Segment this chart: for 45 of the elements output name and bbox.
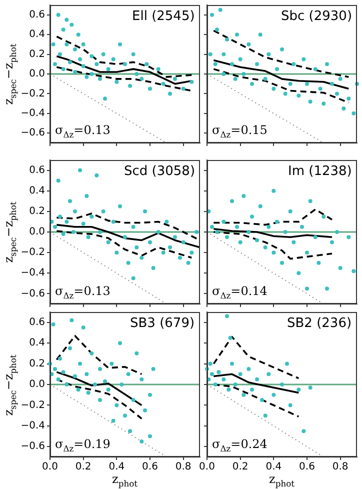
y-tick-label: −0.4	[20, 268, 45, 279]
x-tick-label: 0.8	[175, 462, 192, 473]
chart-title: Scd (3058)	[124, 164, 196, 179]
y-tick-label: 0.6	[29, 9, 45, 20]
annotation: σ$_{Δz}$=0.13	[55, 123, 110, 140]
x-tick-label: 0.0	[199, 462, 215, 473]
y-tick-label: −0.2	[20, 400, 45, 411]
chart-title: Ell (2545)	[132, 9, 195, 24]
x-axis-title: z$_{phot}$	[269, 472, 294, 489]
y-tick-label: 0.0	[29, 226, 45, 238]
chart-title: SB3 (679)	[130, 316, 195, 331]
x-axis-title: z$_{phot}$	[112, 472, 138, 489]
x-tick-label: 0.2	[232, 462, 248, 473]
y-tick-label: −0.2	[20, 247, 45, 258]
annotation: σ$_{Δz}$=0.15	[212, 123, 268, 140]
x-tick-label: 0.4	[108, 462, 125, 473]
y-tick-label: 0.6	[29, 164, 45, 176]
y-tick-label: 0.0	[29, 68, 45, 80]
x-tick-label: 0.2	[75, 462, 92, 473]
y-tick-label: 0.4	[29, 338, 45, 349]
x-tick-label: 0.6	[299, 462, 315, 473]
x-tick-label: 0.0	[42, 462, 58, 473]
y-tick-label: 0.4	[29, 29, 45, 40]
annotation: σ$_{Δz}$=0.24	[212, 437, 268, 454]
y-tick-label: −0.4	[20, 420, 45, 432]
y-tick-label: −0.4	[20, 108, 45, 120]
y-tick-label: −0.2	[20, 88, 45, 100]
x-tick-label: 0.4	[266, 462, 282, 473]
chart-title: Sbc (2930)	[281, 9, 352, 24]
y-tick-label: 0.2	[29, 48, 45, 60]
y-tick-label: 0.0	[29, 379, 45, 390]
y-tick-label: −0.6	[20, 128, 45, 139]
chart-title: Im (1238)	[288, 164, 352, 179]
x-tick-label: 0.6	[142, 462, 158, 473]
y-tick-label: 0.2	[29, 206, 45, 218]
y-tick-label: 0.6	[29, 316, 45, 328]
y-tick-label: 0.2	[29, 358, 45, 370]
annotation: σ$_{Δz}$=0.14	[212, 284, 268, 300]
y-tick-label: 0.4	[29, 185, 45, 196]
y-tick-label: −0.6	[20, 288, 45, 300]
annotation: σ$_{Δz}$=0.13	[55, 284, 110, 300]
annotation: σ$_{Δz}$=0.19	[55, 437, 110, 454]
y-tick-label: −0.6	[20, 441, 45, 452]
chart-title: SB2 (236)	[287, 316, 352, 331]
x-tick-label: 0.8	[332, 462, 348, 473]
